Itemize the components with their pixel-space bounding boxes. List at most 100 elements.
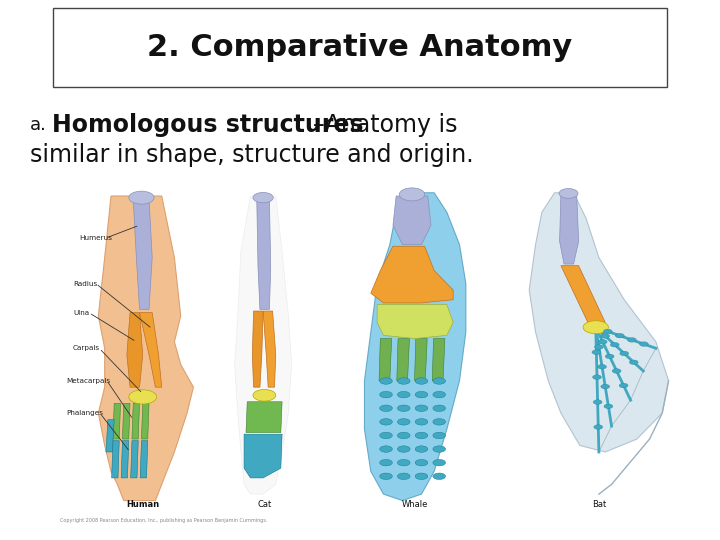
Polygon shape xyxy=(99,196,194,501)
Polygon shape xyxy=(244,434,282,478)
Circle shape xyxy=(253,389,276,401)
Circle shape xyxy=(379,432,392,438)
Circle shape xyxy=(400,188,425,201)
Circle shape xyxy=(594,425,603,429)
Circle shape xyxy=(592,350,600,354)
Circle shape xyxy=(593,375,601,380)
Polygon shape xyxy=(235,196,292,494)
Circle shape xyxy=(397,473,410,480)
Circle shape xyxy=(415,418,428,425)
Polygon shape xyxy=(246,402,282,433)
Polygon shape xyxy=(371,246,453,303)
Polygon shape xyxy=(106,420,114,452)
Circle shape xyxy=(379,405,392,411)
Text: Ulna: Ulna xyxy=(73,309,89,316)
Circle shape xyxy=(379,446,392,453)
Circle shape xyxy=(433,460,446,466)
Text: similar in shape, structure and origin.: similar in shape, structure and origin. xyxy=(30,143,474,167)
Circle shape xyxy=(627,338,636,342)
Polygon shape xyxy=(415,339,427,381)
Circle shape xyxy=(415,392,428,398)
Text: a.: a. xyxy=(30,116,47,134)
Circle shape xyxy=(595,345,603,349)
Circle shape xyxy=(600,334,610,338)
Text: Cat: Cat xyxy=(257,500,271,509)
Text: Bat: Bat xyxy=(592,500,606,509)
Circle shape xyxy=(415,405,428,411)
Polygon shape xyxy=(140,313,162,387)
Text: 2. Comparative Anatomy: 2. Comparative Anatomy xyxy=(148,33,572,63)
Circle shape xyxy=(379,378,392,384)
Polygon shape xyxy=(377,305,453,339)
Circle shape xyxy=(397,418,410,425)
Circle shape xyxy=(397,432,410,438)
Polygon shape xyxy=(122,403,130,439)
Circle shape xyxy=(593,400,602,404)
Circle shape xyxy=(379,460,392,466)
Circle shape xyxy=(415,460,428,466)
Circle shape xyxy=(616,333,624,338)
Circle shape xyxy=(620,351,629,356)
Circle shape xyxy=(598,340,607,344)
Polygon shape xyxy=(529,193,669,452)
Circle shape xyxy=(598,364,606,369)
Circle shape xyxy=(433,378,446,384)
Polygon shape xyxy=(127,313,143,387)
Circle shape xyxy=(606,354,614,359)
Circle shape xyxy=(433,418,446,425)
Polygon shape xyxy=(113,403,120,439)
Polygon shape xyxy=(379,339,392,381)
Circle shape xyxy=(559,188,578,198)
Polygon shape xyxy=(393,196,431,245)
Circle shape xyxy=(397,392,410,398)
Circle shape xyxy=(629,360,638,364)
Circle shape xyxy=(415,378,428,384)
Circle shape xyxy=(415,446,428,453)
Polygon shape xyxy=(140,441,148,478)
Polygon shape xyxy=(132,403,140,439)
Text: –Anatomy is: –Anatomy is xyxy=(313,113,457,137)
Polygon shape xyxy=(397,339,410,381)
Text: Humerus: Humerus xyxy=(79,235,112,241)
Circle shape xyxy=(612,369,621,373)
Circle shape xyxy=(379,392,392,398)
Text: Human: Human xyxy=(126,500,159,509)
Circle shape xyxy=(415,432,428,438)
Circle shape xyxy=(433,473,446,480)
Circle shape xyxy=(379,473,392,480)
Polygon shape xyxy=(141,403,149,439)
Circle shape xyxy=(433,446,446,453)
Circle shape xyxy=(253,192,273,203)
Circle shape xyxy=(433,405,446,411)
FancyBboxPatch shape xyxy=(53,8,667,87)
Circle shape xyxy=(583,321,608,334)
Polygon shape xyxy=(257,199,271,309)
Text: Phalanges: Phalanges xyxy=(67,410,104,416)
Polygon shape xyxy=(112,441,120,478)
Text: Whale: Whale xyxy=(402,500,428,509)
Circle shape xyxy=(397,460,410,466)
Circle shape xyxy=(129,191,154,204)
Polygon shape xyxy=(133,199,152,309)
Polygon shape xyxy=(364,193,466,501)
Text: Homologous structures: Homologous structures xyxy=(52,113,364,137)
Circle shape xyxy=(379,418,392,425)
Circle shape xyxy=(433,432,446,438)
Polygon shape xyxy=(432,339,445,381)
Circle shape xyxy=(639,342,648,346)
Polygon shape xyxy=(252,311,263,387)
Circle shape xyxy=(611,342,619,347)
Polygon shape xyxy=(561,266,606,326)
Circle shape xyxy=(129,390,157,404)
Circle shape xyxy=(433,392,446,398)
Polygon shape xyxy=(559,194,579,264)
Text: Copyright 2008 Pearson Education, Inc., publishing as Pearson Benjamin Cummings.: Copyright 2008 Pearson Education, Inc., … xyxy=(60,518,268,523)
Circle shape xyxy=(603,329,612,334)
Text: Metacarpals: Metacarpals xyxy=(67,377,111,384)
Circle shape xyxy=(397,378,410,384)
Polygon shape xyxy=(130,441,138,478)
Polygon shape xyxy=(263,311,276,387)
Circle shape xyxy=(397,405,410,411)
Circle shape xyxy=(619,383,628,388)
Circle shape xyxy=(600,384,610,389)
